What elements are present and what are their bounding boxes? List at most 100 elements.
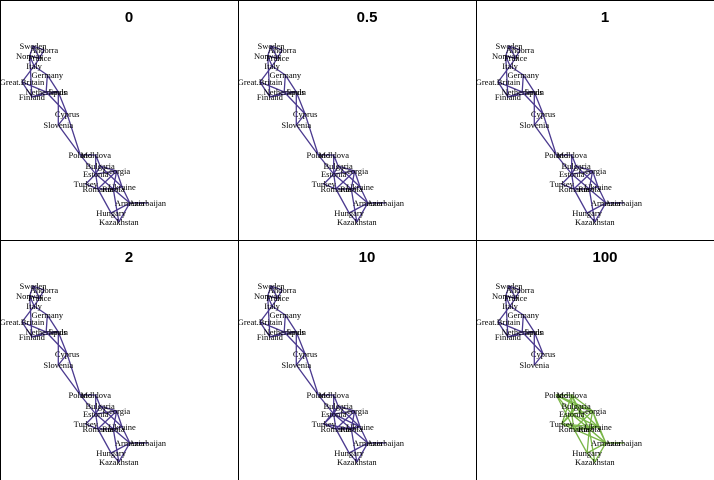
node-label: Poland <box>306 150 330 160</box>
network-edge <box>66 113 81 156</box>
network-edge <box>333 173 352 190</box>
node-label: Cyprus <box>531 109 556 119</box>
node-label: Poland <box>306 390 330 400</box>
network-edge <box>353 410 361 428</box>
panel-frame <box>476 240 714 480</box>
node-label: Norway <box>254 51 282 61</box>
network-edge <box>588 188 607 204</box>
node-label: Hungary <box>572 208 602 218</box>
network-edge <box>348 442 369 454</box>
network-edge <box>586 212 596 223</box>
network-edge <box>497 321 523 333</box>
node-label: Netherlands <box>502 327 543 337</box>
network-edge <box>97 410 118 430</box>
network-edge <box>542 113 557 156</box>
network-edge <box>497 65 511 83</box>
graph: SwedenAndorraNorwayFranceItalyGermanyGre… <box>476 281 643 467</box>
node-label: Cyprus <box>55 109 80 119</box>
node-label: Spain <box>525 87 545 97</box>
node-label: Bulgaria <box>323 161 352 171</box>
network-edge <box>514 49 521 59</box>
network-edge <box>33 65 48 76</box>
network-edge <box>333 413 361 428</box>
node-label: Estonia <box>559 409 585 419</box>
network-edge <box>333 394 339 407</box>
network-edge <box>586 442 607 454</box>
network-edge <box>38 49 45 59</box>
node-label: Armenia <box>353 438 383 448</box>
node-label: Armenia <box>115 438 145 448</box>
network-edge <box>33 57 41 67</box>
network-edge <box>112 428 120 463</box>
panel-0: 0 SwedenAndorraNorwayFranceItalyGermanyGr… <box>0 0 239 241</box>
network-edge <box>97 170 118 190</box>
network-edge <box>514 289 521 299</box>
node-label: Andorra <box>30 285 59 295</box>
node-label: Russia <box>102 184 125 194</box>
node-label: Kazakhstan <box>99 457 139 467</box>
panel-title: 1 <box>601 9 609 26</box>
network-edge <box>533 113 544 126</box>
network-edge <box>333 413 352 430</box>
network-edge <box>505 55 509 98</box>
node-label: Kazakhstan <box>99 217 139 227</box>
node-label: Romania <box>559 184 590 194</box>
node-label: Turkey <box>550 179 575 189</box>
network-edge <box>95 405 101 415</box>
network-edge <box>33 297 41 307</box>
node-label: Andorra <box>506 45 535 55</box>
node-label: Poland <box>544 150 568 160</box>
network-edge <box>21 321 47 333</box>
node-label: Ukraine <box>108 182 136 192</box>
node-label: Slovenia <box>281 120 311 130</box>
network-edge <box>21 81 47 93</box>
network-edge <box>38 289 45 299</box>
node-label: Kazakhstan <box>337 457 377 467</box>
network-edge <box>359 186 369 204</box>
network-edge <box>508 45 521 51</box>
network-edge <box>573 428 588 454</box>
node-label: Estonia <box>559 169 585 179</box>
node-label: Norway <box>492 51 520 61</box>
network-edge <box>350 428 358 463</box>
network-edge <box>348 202 369 214</box>
node-label: Slovenia <box>281 360 311 370</box>
network-edge <box>259 305 273 323</box>
graph: SwedenAndorraNorwayFranceItalyGermanyGre… <box>238 41 405 227</box>
node-label: Kazakhstan <box>575 457 615 467</box>
network-edge <box>276 49 283 59</box>
node-label: Hungary <box>96 208 126 218</box>
network-edge <box>571 165 577 175</box>
node-label: Italy <box>502 61 518 71</box>
network-edge <box>295 113 306 126</box>
network-edge <box>571 173 575 190</box>
network-edge <box>555 154 573 175</box>
network-edge <box>533 331 544 355</box>
node-label: Norway <box>254 291 282 301</box>
node-label: Estonia <box>83 169 109 179</box>
node-label: Georgia <box>103 406 130 416</box>
node-label: Kazakhstan <box>575 217 615 227</box>
node-label: Great.Britain <box>0 317 45 327</box>
network-edge <box>99 405 118 412</box>
network-edge <box>505 295 517 299</box>
node-label: Bulgaria <box>85 401 114 411</box>
node-label: Azerbaijan <box>129 438 167 448</box>
network-edge <box>45 91 68 115</box>
node-label: Finland <box>257 92 284 102</box>
node-label: Bulgaria <box>323 401 352 411</box>
network-edge <box>505 45 510 57</box>
node-label: Estonia <box>321 409 347 419</box>
node-label: Romania <box>321 424 352 434</box>
node-label: Great.Britain <box>0 77 45 87</box>
node-label: Germany <box>269 310 301 320</box>
network-edge <box>304 353 319 396</box>
network-edge <box>118 442 131 463</box>
node-label: Georgia <box>341 166 368 176</box>
network-edge <box>97 188 112 214</box>
network-edge <box>112 188 120 223</box>
network-edge <box>350 188 358 223</box>
network-edge <box>79 154 97 175</box>
network-edge <box>522 74 535 93</box>
network-edge <box>259 321 271 338</box>
